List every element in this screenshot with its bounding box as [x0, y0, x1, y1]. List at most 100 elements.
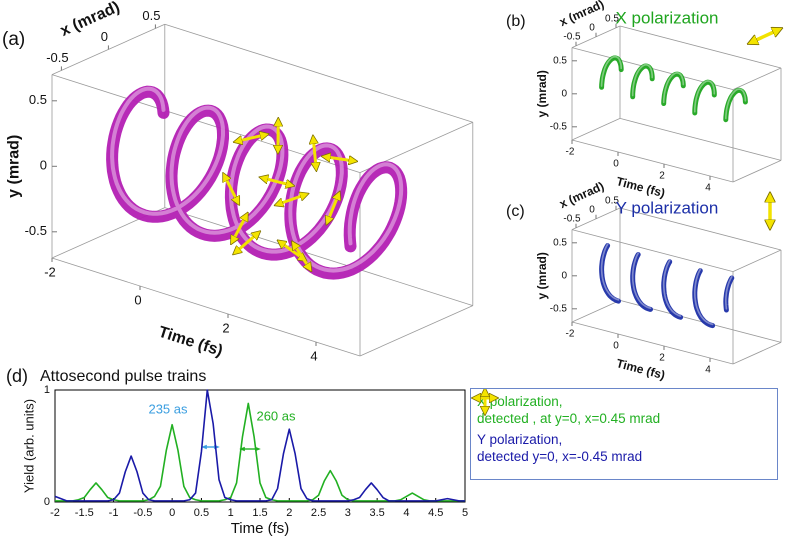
x-tick-label: 4.5 — [428, 507, 443, 519]
box-edge — [571, 300, 621, 323]
x-tick-label: 0.5 — [605, 195, 619, 206]
x-tick-label: 0 — [589, 204, 595, 215]
time-tick-label: -2 — [566, 329, 575, 340]
time-tick-label: -2 — [566, 147, 575, 158]
x-tick-label: 2 — [286, 507, 292, 519]
x-tick-label: -2 — [50, 507, 60, 519]
isosurface-highlight — [110, 86, 404, 273]
isosurface-highlight — [724, 275, 733, 310]
y-tick-label: 0 — [561, 88, 567, 99]
panel-label: (b) — [506, 13, 526, 30]
polarization-arrow — [294, 245, 309, 268]
box-edge — [164, 23, 473, 123]
legend-label: Y polarization, detected y=0, x=-0.45 mr… — [477, 432, 643, 464]
isosurface-highlight — [662, 259, 682, 317]
line-series — [54, 389, 465, 502]
panel-title: Y polarization — [616, 198, 719, 217]
legend-icon — [471, 389, 499, 425]
isosurface-highlight — [693, 80, 716, 113]
polarization-arrow — [263, 178, 290, 185]
legend-item: Y polarization, detected y=0, x=-0.45 mr… — [477, 431, 771, 465]
box-edge — [571, 321, 734, 365]
isosurface-highlight — [600, 55, 623, 87]
time-tick-label: 4 — [705, 183, 711, 194]
y-tick-label: 0.5 — [553, 55, 567, 66]
legend-label: X polarization, detected , at y=0, x=0.4… — [477, 394, 661, 426]
x-axis-label: Time (fs) — [231, 520, 290, 537]
x-tick-label: 3 — [345, 507, 351, 519]
x-tick-label: 3.5 — [369, 507, 384, 519]
polarization-arrow — [225, 177, 238, 202]
isosurface — [661, 259, 684, 320]
x-tick-label: -1.5 — [75, 507, 94, 519]
x-tick-label: 0 — [101, 29, 108, 44]
y-axis-label: y (mrad) — [6, 135, 23, 198]
y-tick-label: -0.5 — [550, 121, 568, 132]
x-tick-label: -0.5 — [563, 213, 581, 224]
box-edge — [164, 207, 473, 306]
isosurface — [630, 252, 653, 312]
x-tick-label: 5 — [462, 507, 468, 519]
x-tick-label: 4 — [403, 507, 409, 519]
x-tick-label: 0.5 — [194, 507, 209, 519]
polarization-arrow — [237, 135, 264, 141]
panel-label: (d) — [6, 366, 28, 386]
box-edge — [619, 25, 782, 69]
time-tick-label: 0 — [613, 159, 619, 170]
isosurface — [599, 55, 624, 90]
y-axis-label: y (mrad) — [535, 252, 549, 299]
chart-title: Attosecond pulse trains — [40, 368, 206, 385]
polarization-arrow — [313, 139, 316, 167]
isosurface-highlight — [631, 63, 654, 97]
box-edge — [732, 342, 782, 365]
y-tick-label: -0.5 — [550, 303, 568, 314]
box-edge — [732, 67, 782, 90]
time-tick-label: 4 — [310, 348, 317, 363]
polarization-arrow — [328, 195, 338, 221]
time-tick-label: 2 — [659, 353, 665, 364]
annotation: 235 as — [148, 401, 188, 416]
isosurface-highlight — [631, 252, 652, 309]
box-edge — [732, 249, 782, 272]
isosurface — [661, 71, 686, 106]
x-tick-label: 0.5 — [142, 8, 160, 23]
x-tick-label: 0.5 — [605, 13, 619, 24]
time-tick-label: -2 — [44, 264, 56, 279]
y-tick-label: 0 — [561, 270, 567, 281]
panel-label: (c) — [506, 203, 525, 220]
isosurface-highlight — [724, 88, 747, 120]
box-edge — [359, 305, 473, 357]
box-edge — [571, 229, 734, 272]
isosurface — [692, 79, 717, 116]
legend-item: X polarization, detected , at y=0, x=0.4… — [477, 393, 771, 427]
polarization-arrow — [236, 234, 257, 252]
x-tick-label: -0.5 — [133, 507, 152, 519]
legend: X polarization, detected , at y=0, x=0.4… — [470, 388, 778, 480]
x-tick-label: 1.5 — [252, 507, 267, 519]
y-tick-label: 0.5 — [553, 237, 567, 248]
y-axis-label: y (mrad) — [535, 70, 549, 117]
polarization-arrow — [278, 195, 304, 204]
isosurface — [630, 63, 655, 100]
isosurface — [723, 275, 735, 313]
time-axis-label: Time (fs) — [156, 324, 224, 360]
box-edge — [51, 257, 361, 357]
x-tick-label: 1 — [228, 507, 234, 519]
x-axis-label: x (mrad) — [58, 0, 123, 40]
box-edge — [571, 139, 734, 183]
box-edge — [619, 118, 782, 161]
box-edge — [619, 207, 782, 251]
x-tick-label: -0.5 — [46, 50, 68, 65]
x-tick-label: -0.5 — [563, 31, 581, 42]
polarization-arrow — [326, 157, 354, 161]
polarization-icon — [752, 30, 778, 42]
y-tick-label: 0 — [40, 158, 47, 173]
x-axis-label: x (mrad) — [557, 0, 606, 29]
panel-label: (a) — [2, 29, 25, 50]
panel-line-chart: -2 -1.5 -1 -0.5 0 0.5 1 1.5 2 2.5 3 3.5 4 4.5 5 0 1 (d) At… — [6, 366, 468, 537]
